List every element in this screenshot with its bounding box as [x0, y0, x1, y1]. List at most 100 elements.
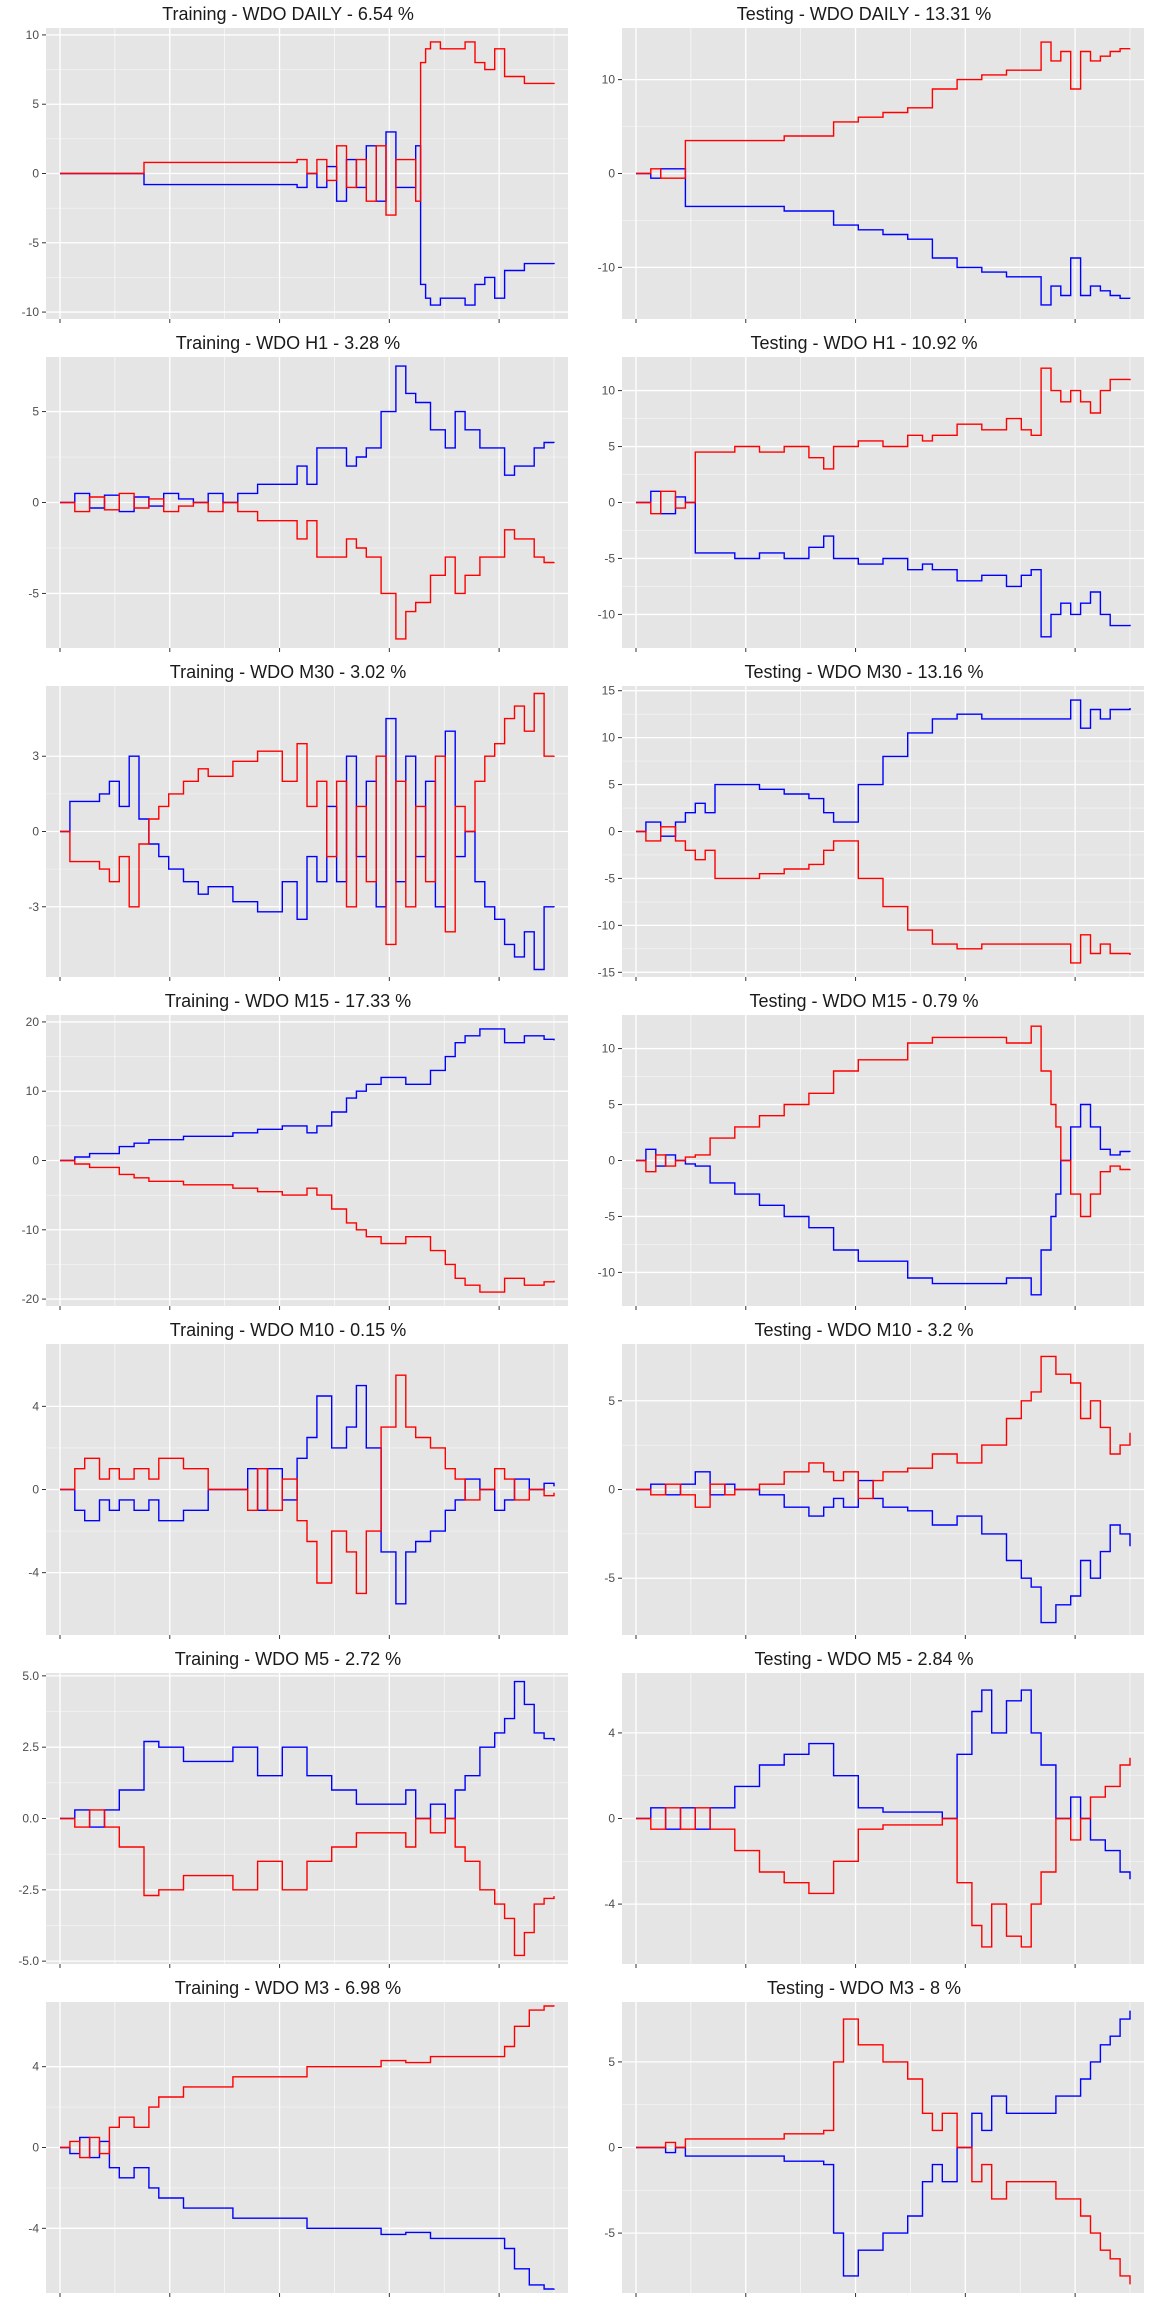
- y-tick-label: 5: [32, 97, 39, 111]
- series-red-line: [636, 1757, 1131, 1948]
- y-tick-label: -4: [28, 1566, 39, 1580]
- y-tick-label: 10: [26, 28, 40, 42]
- y-tick-label: 0: [32, 496, 39, 510]
- y-tick-label: 10: [26, 1084, 40, 1098]
- chart-title: Testing - WDO M15 - 0.79 %: [749, 991, 978, 1011]
- y-tick-label: -4: [28, 2221, 39, 2235]
- chart-svg: Training - WDO M3 - 6.98 % -4 0 4: [28, 1978, 568, 2297]
- y-tick-label: -5.0: [18, 1954, 39, 1968]
- series-blue-line: [60, 1028, 555, 1162]
- series-red-line: [636, 41, 1131, 179]
- chart-title: Training - WDO M30 - 3.02 %: [170, 662, 406, 682]
- chart-panel: Testing - WDO H1 - 10.92 % -10 -5 0 5 10: [576, 329, 1152, 658]
- y-tick-label: 15: [602, 684, 616, 698]
- chart-title: Testing - WDO M5 - 2.84 %: [754, 1649, 973, 1669]
- chart-panel: Training - WDO DAILY - 6.54 % -10 -5 0 5 10: [0, 0, 576, 329]
- chart-title: Training - WDO M5 - 2.72 %: [175, 1649, 401, 1669]
- chart-svg: Testing - WDO M10 - 3.2 % -5 0 5: [604, 1320, 1144, 1639]
- y-tick-label: 20: [26, 1015, 40, 1029]
- y-tick-label: -10: [598, 260, 616, 274]
- chart-svg: Training - WDO M10 - 0.15 % -4 0 4: [28, 1320, 568, 1639]
- chart-panel: Testing - WDO M5 - 2.84 % -4 0 4: [576, 1645, 1152, 1974]
- y-tick-label: -10: [598, 607, 616, 621]
- y-tick-label: 5: [32, 405, 39, 419]
- series-blue-line: [636, 490, 1131, 638]
- chart-panel: Training - WDO M15 - 17.33 % -20 -10 0 10 20: [0, 987, 576, 1316]
- y-tick-label: 5: [608, 778, 615, 792]
- y-tick-label: 5: [608, 440, 615, 454]
- y-tick-label: -5: [604, 2226, 615, 2240]
- y-tick-label: -10: [22, 1223, 40, 1237]
- chart-title: Testing - WDO M3 - 8 %: [767, 1978, 961, 1998]
- series-blue-line: [60, 1384, 555, 1605]
- chart-panel: Training - WDO M10 - 0.15 % -4 0 4: [0, 1316, 576, 1645]
- y-tick-label: -10: [22, 305, 40, 319]
- chart-panel: Testing - WDO DAILY - 13.31 % -10 0 10: [576, 0, 1152, 329]
- chart-svg: Training - WDO H1 - 3.28 % -5 0 5: [28, 333, 568, 652]
- chart-title: Testing - WDO M10 - 3.2 %: [754, 1320, 973, 1340]
- chart-svg: Training - WDO M15 - 17.33 % -20 -10 0 10 20: [22, 991, 568, 1310]
- chart-svg: Testing - WDO DAILY - 13.31 % -10 0 10: [598, 4, 1144, 323]
- y-tick-label: 0: [608, 1483, 615, 1497]
- y-tick-label: 10: [602, 731, 616, 745]
- y-tick-label: 4: [32, 1399, 39, 1413]
- y-tick-label: -15: [598, 965, 616, 979]
- chart-panel: Training - WDO M30 - 3.02 % -3 0 3: [0, 658, 576, 987]
- chart-svg: Training - WDO DAILY - 6.54 % -10 -5 0 5 10: [22, 4, 568, 323]
- y-tick-label: 0: [608, 1812, 615, 1826]
- y-tick-label: 3: [32, 749, 39, 763]
- series-red-line: [60, 1374, 555, 1595]
- chart-svg: Training - WDO M30 - 3.02 % -3 0 3: [28, 662, 568, 981]
- series-blue-line: [636, 168, 1131, 306]
- series-blue-line: [60, 1680, 555, 1828]
- series-red-line: [60, 1809, 555, 1957]
- series-red-line: [60, 692, 555, 946]
- chart-svg: Training - WDO M5 - 2.72 % -5.0 -2.5 0.0 2.5…: [18, 1649, 568, 1968]
- chart-title: Testing - WDO M30 - 13.16 %: [744, 662, 983, 682]
- y-tick-label: 0.0: [22, 1812, 39, 1826]
- series-blue-line: [636, 1103, 1131, 1296]
- y-tick-label: 10: [602, 384, 616, 398]
- chart-panel: Training - WDO H1 - 3.28 % -5 0 5: [0, 329, 576, 658]
- y-tick-label: -3: [28, 900, 39, 914]
- y-tick-label: 2.5: [22, 1740, 39, 1754]
- y-tick-label: -10: [598, 1265, 616, 1279]
- chart-panel: Testing - WDO M3 - 8 % -5 0 5: [576, 1974, 1152, 2303]
- series-red-line: [636, 1025, 1131, 1218]
- y-tick-label: -5: [604, 551, 615, 565]
- y-tick-label: -20: [22, 1292, 40, 1306]
- y-tick-label: 10: [602, 1042, 616, 1056]
- series-red-line: [60, 1159, 555, 1293]
- y-tick-label: 0: [608, 496, 615, 510]
- y-tick-label: -5: [604, 871, 615, 885]
- y-tick-label: 4: [608, 1726, 615, 1740]
- y-tick-label: 5: [608, 2055, 615, 2069]
- series-red-line: [636, 1355, 1131, 1508]
- y-tick-label: 0: [608, 167, 615, 181]
- chart-panel: Training - WDO M5 - 2.72 % -5.0 -2.5 0.0 2.5…: [0, 1645, 576, 1974]
- y-tick-label: 0: [32, 1483, 39, 1497]
- chart-title: Training - WDO H1 - 3.28 %: [176, 333, 400, 353]
- chart-title: Training - WDO M15 - 17.33 %: [165, 991, 411, 1011]
- series-red-line: [60, 41, 555, 216]
- chart-svg: Testing - WDO M3 - 8 % -5 0 5: [604, 1978, 1144, 2297]
- y-tick-label: 5.0: [22, 1669, 39, 1683]
- chart-panel: Testing - WDO M30 - 13.16 % -15 -10 -5 0 5 10 1…: [576, 658, 1152, 987]
- series-red-line: [60, 492, 555, 640]
- series-blue-line: [636, 2010, 1131, 2277]
- chart-title: Testing - WDO DAILY - 13.31 %: [737, 4, 991, 24]
- chart-panel: Testing - WDO M15 - 0.79 % -10 -5 0 5 10: [576, 987, 1152, 1316]
- series-blue-line: [60, 131, 555, 306]
- y-tick-label: 0: [32, 167, 39, 181]
- y-tick-label: 10: [602, 73, 616, 87]
- series-red-line: [636, 826, 1131, 964]
- chart-svg: Testing - WDO H1 - 10.92 % -10 -5 0 5 10: [598, 333, 1144, 652]
- y-tick-label: 0: [608, 1154, 615, 1168]
- y-tick-label: 0: [32, 2141, 39, 2155]
- series-red-line: [636, 2018, 1131, 2285]
- series-blue-line: [636, 699, 1131, 837]
- y-tick-label: -4: [604, 1897, 615, 1911]
- y-tick-label: 0: [32, 1154, 39, 1168]
- y-tick-label: 0: [32, 825, 39, 839]
